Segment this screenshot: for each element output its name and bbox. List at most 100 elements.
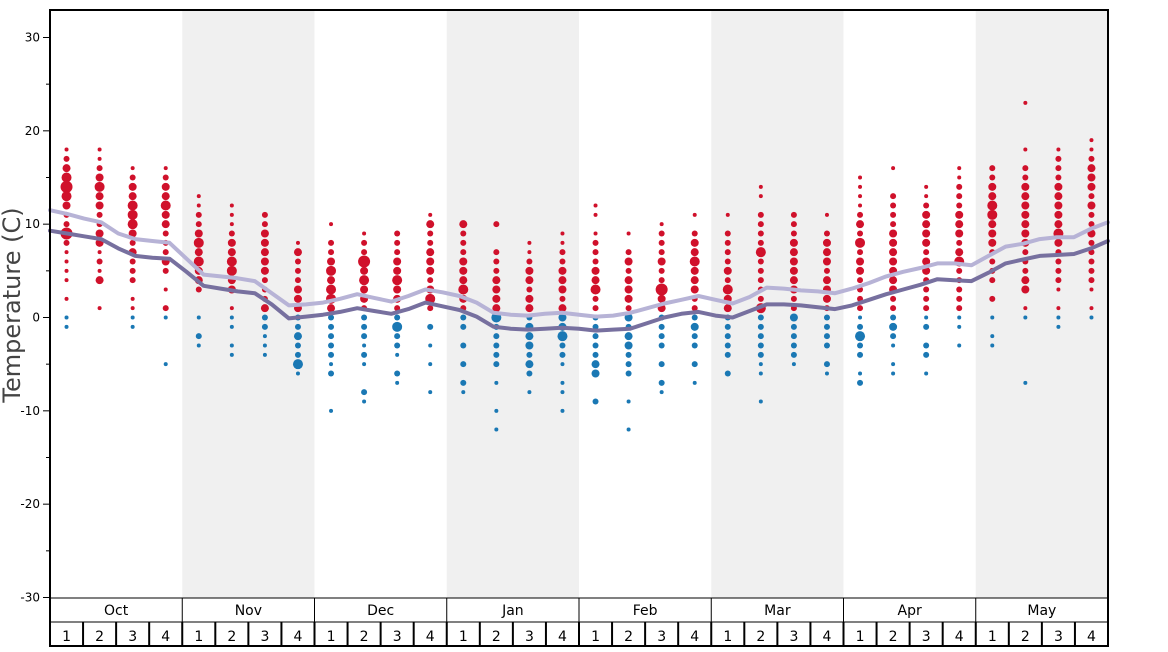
warm-point [328,239,335,246]
warm-point [129,267,136,274]
week-label: 1 [459,629,468,645]
warm-point [1054,182,1063,191]
warm-point [689,256,700,267]
warm-point [922,229,931,238]
warm-point [130,166,135,171]
warm-point [559,295,566,302]
cold-point [460,323,467,330]
cold-point [428,390,433,395]
warm-point [127,219,138,230]
warm-point [63,155,70,162]
warm-point [460,249,467,256]
warm-point [988,182,997,191]
warm-point [757,239,764,246]
cold-point [891,343,896,348]
month-label: Feb [633,603,658,619]
cold-point [493,342,500,349]
cold-point [526,351,533,358]
warm-point [1054,192,1063,201]
warm-point [194,248,203,257]
warm-point [525,304,534,313]
warm-point [95,229,104,238]
warm-point [592,295,599,302]
warm-point [989,165,996,172]
cold-point [362,343,367,348]
cold-point [823,333,830,340]
warm-point [690,276,699,285]
warm-point [195,211,202,218]
warm-point [559,258,566,265]
warm-point [326,284,337,295]
warm-point [228,230,235,237]
warm-point [260,238,269,247]
warm-point [426,266,435,275]
warm-point [261,211,268,218]
warm-point [923,286,930,293]
cold-point [460,314,467,321]
cold-point [858,371,863,376]
cold-point [229,315,234,320]
week-label: 2 [492,629,501,645]
warm-point [394,249,401,256]
cold-point [395,352,400,357]
warm-point [427,277,434,284]
warm-point [261,277,268,284]
warm-point [459,257,468,266]
warm-point [1055,165,1062,172]
warm-point [64,296,69,301]
warm-point [956,193,963,200]
warm-point [625,267,632,274]
warm-point [493,221,500,228]
warm-point [956,305,963,312]
warm-point [889,248,898,257]
cold-point [923,323,930,330]
warm-point [1088,193,1095,200]
warm-point [1055,155,1062,162]
month-label: Jan [501,603,524,619]
warm-point [161,210,170,219]
warm-point [1022,267,1029,274]
warm-point [592,249,599,256]
cold-point [957,324,962,329]
warm-point [1089,147,1094,152]
warm-point [227,248,236,257]
cold-point [493,361,500,368]
cold-point [691,333,698,340]
warm-point [890,305,897,312]
warm-point [161,192,170,201]
warm-point [161,220,170,229]
warm-point [690,285,699,294]
cold-point [691,342,698,349]
cold-point [658,379,665,386]
warm-point [327,304,336,313]
warm-point [858,184,863,189]
cold-point [294,351,301,358]
cold-point [560,408,565,413]
warm-point [757,221,764,228]
warm-point [658,239,665,246]
cold-point [591,369,600,378]
warm-point [824,212,829,217]
warm-point [1021,229,1030,238]
warm-point [658,277,665,284]
cold-point [328,314,335,321]
cold-point [724,323,731,330]
warm-point [1055,258,1062,265]
month-label: Nov [235,603,262,619]
warm-point [890,221,897,228]
warm-point [1021,276,1030,285]
warm-point [890,193,897,200]
month-bands [182,10,1108,598]
week-label: 1 [723,629,732,645]
warm-point [956,239,963,246]
cold-point [924,315,929,320]
cold-point [460,361,467,368]
warm-point [427,230,434,237]
cold-point [857,379,864,386]
cold-point [1056,315,1061,320]
warm-point [63,239,70,246]
warm-point [527,240,532,245]
week-label: 4 [426,629,435,645]
warm-point [394,305,401,312]
warm-point [956,286,963,293]
